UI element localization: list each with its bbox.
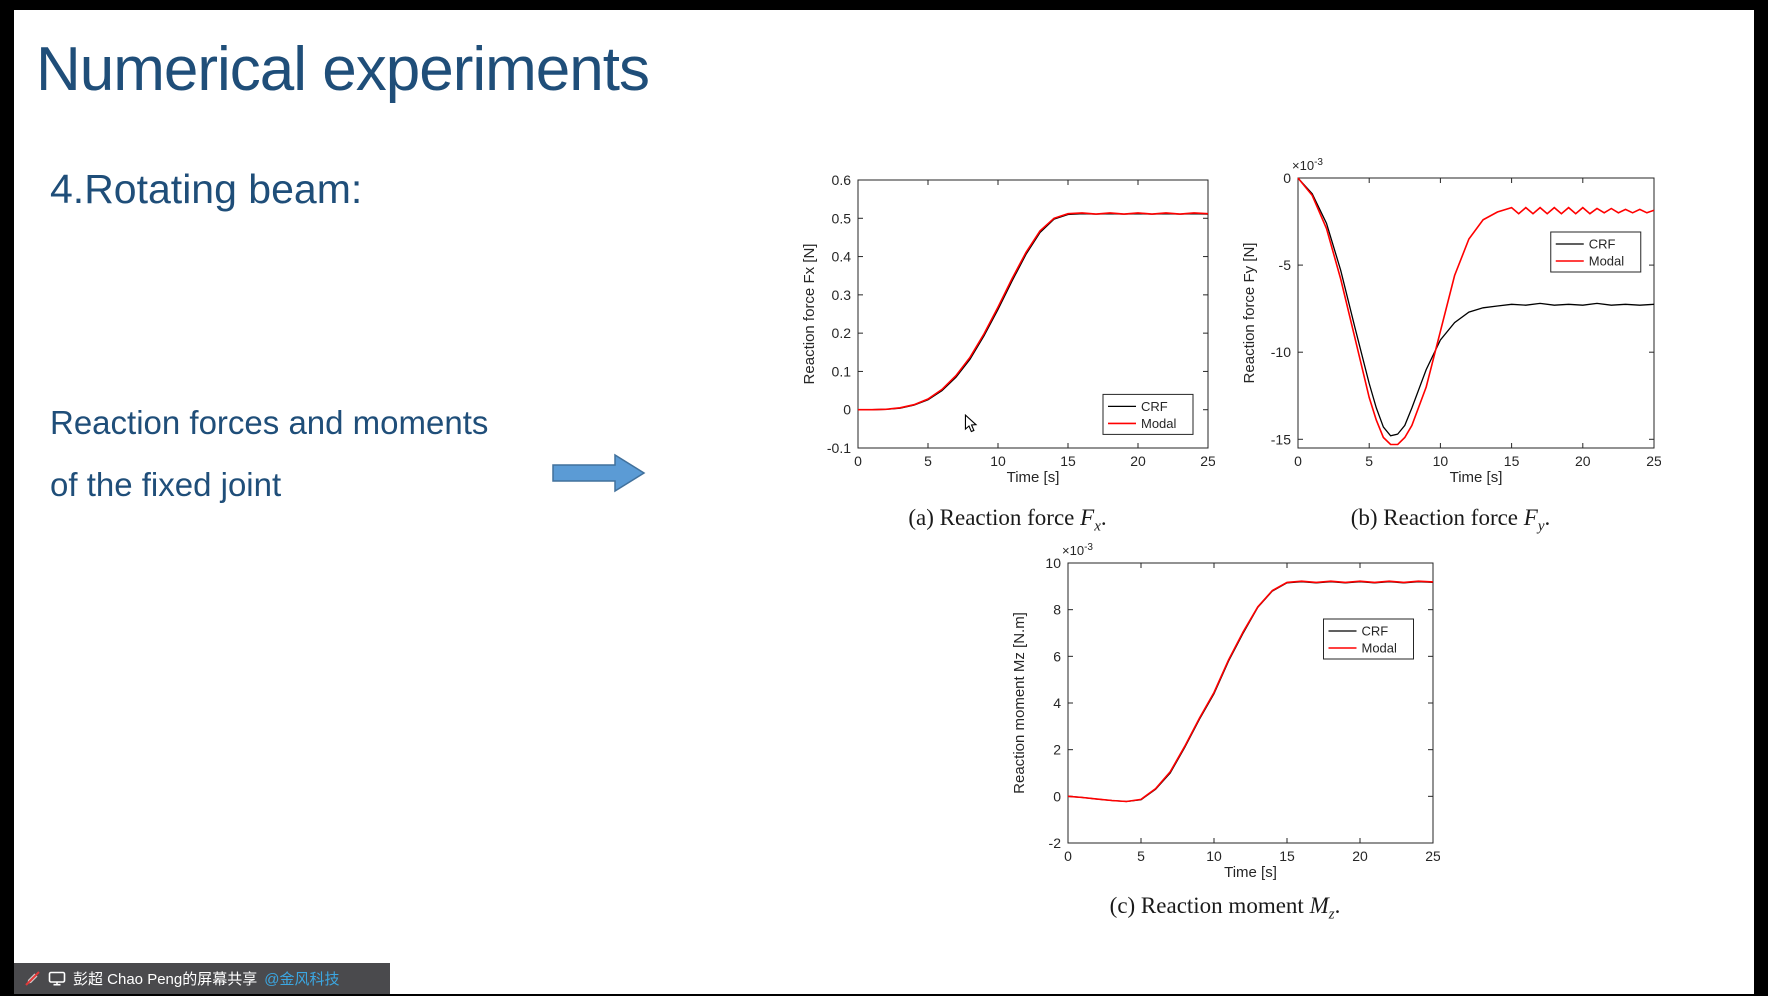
svg-text:10: 10 bbox=[1433, 453, 1449, 469]
svg-text:Reaction force Fx [N]: Reaction force Fx [N] bbox=[801, 244, 818, 385]
svg-text:-5: -5 bbox=[1279, 257, 1292, 273]
svg-text:15: 15 bbox=[1504, 453, 1520, 469]
svg-text:-0.1: -0.1 bbox=[827, 440, 851, 456]
svg-text:0.5: 0.5 bbox=[832, 210, 852, 226]
svg-text:10: 10 bbox=[1045, 555, 1061, 571]
svg-text:6: 6 bbox=[1053, 648, 1061, 664]
svg-text:15: 15 bbox=[1279, 848, 1295, 864]
svg-text:Reaction moment Mz [N.m]: Reaction moment Mz [N.m] bbox=[1011, 612, 1028, 794]
slide-body: Reaction forces and moments of the fixed… bbox=[50, 392, 488, 516]
svg-text:0: 0 bbox=[1064, 848, 1072, 864]
svg-text:15: 15 bbox=[1060, 453, 1076, 469]
svg-text:0: 0 bbox=[843, 402, 851, 418]
svg-text:0.1: 0.1 bbox=[832, 363, 852, 379]
annotation-disabled-icon bbox=[25, 971, 40, 986]
svg-text:5: 5 bbox=[1137, 848, 1145, 864]
right-arrow-icon bbox=[552, 453, 646, 493]
svg-text:5: 5 bbox=[924, 453, 932, 469]
svg-text:CRF: CRF bbox=[1141, 399, 1168, 414]
svg-text:0.6: 0.6 bbox=[832, 172, 852, 188]
share-status-text: 彭超 Chao Peng的屏幕共享 bbox=[73, 971, 258, 988]
frame-left bbox=[0, 0, 14, 996]
svg-text:×10-3: ×10-3 bbox=[1062, 542, 1093, 558]
svg-text:8: 8 bbox=[1053, 602, 1061, 618]
screen-share-icon bbox=[48, 971, 66, 986]
slide-subtitle: 4.Rotating beam: bbox=[50, 166, 363, 212]
svg-text:10: 10 bbox=[1206, 848, 1222, 864]
screen-share-bar[interactable]: 彭超 Chao Peng的屏幕共享 @金风科技 bbox=[14, 963, 390, 994]
svg-text:Time [s]: Time [s] bbox=[1007, 469, 1060, 486]
frame-bottom bbox=[0, 994, 1768, 996]
caption-fy: (b) Reaction force Fy. bbox=[1350, 505, 1551, 535]
svg-text:25: 25 bbox=[1425, 848, 1440, 864]
caption-fx: (a) Reaction force Fx. bbox=[908, 505, 1107, 535]
svg-text:Time [s]: Time [s] bbox=[1224, 864, 1277, 881]
right-arrow-shape bbox=[552, 453, 646, 493]
svg-text:CRF: CRF bbox=[1362, 624, 1389, 639]
mouse-cursor-icon bbox=[964, 414, 978, 433]
svg-text:0: 0 bbox=[1053, 788, 1061, 804]
svg-text:×10-3: ×10-3 bbox=[1292, 157, 1323, 173]
body-line-1: Reaction forces and moments bbox=[50, 404, 489, 441]
svg-text:0.4: 0.4 bbox=[832, 249, 852, 265]
chart-reaction-force-fx: 0 5 10 15 20 25 -0.1 0 0.1 0.2 0.3 0.4 0.5 0.6 Time [s… bbox=[800, 170, 1216, 490]
chart-reaction-force-fy: 0 5 10 15 20 25 0 -5 -10 -15 Time [s] Reaction forc… bbox=[1240, 150, 1662, 490]
frame-right bbox=[1754, 0, 1768, 996]
svg-text:-10: -10 bbox=[1271, 344, 1291, 360]
svg-text:Time [s]: Time [s] bbox=[1450, 469, 1503, 486]
slide-title: Numerical experiments bbox=[36, 35, 650, 104]
svg-text:2: 2 bbox=[1053, 742, 1061, 758]
share-mention-text: @金风科技 bbox=[264, 971, 340, 988]
svg-text:Modal: Modal bbox=[1589, 254, 1625, 269]
svg-text:0: 0 bbox=[1294, 453, 1302, 469]
svg-text:0.3: 0.3 bbox=[832, 287, 852, 303]
caption-mz: (c) Reaction moment Mz. bbox=[1109, 893, 1341, 923]
svg-text:0: 0 bbox=[854, 453, 862, 469]
svg-text:4: 4 bbox=[1053, 695, 1061, 711]
svg-text:20: 20 bbox=[1130, 453, 1146, 469]
svg-text:Modal: Modal bbox=[1141, 416, 1177, 431]
svg-text:25: 25 bbox=[1200, 453, 1215, 469]
body-line-2: of the fixed joint bbox=[50, 466, 282, 503]
svg-text:Reaction force Fy [N]: Reaction force Fy [N] bbox=[1241, 243, 1258, 384]
svg-text:25: 25 bbox=[1646, 453, 1661, 469]
frame-top bbox=[0, 0, 1768, 10]
svg-text:-15: -15 bbox=[1271, 431, 1291, 447]
svg-text:5: 5 bbox=[1365, 453, 1373, 469]
chart-reaction-moment-mz: 0 5 10 15 20 25 -2 0 2 4 6 8 10 Time [s] Reaction mome… bbox=[1010, 535, 1441, 885]
svg-text:Modal: Modal bbox=[1362, 641, 1398, 656]
svg-text:0.2: 0.2 bbox=[832, 325, 852, 341]
svg-text:10: 10 bbox=[990, 453, 1006, 469]
svg-text:20: 20 bbox=[1575, 453, 1591, 469]
svg-text:CRF: CRF bbox=[1589, 237, 1616, 252]
svg-text:0: 0 bbox=[1283, 170, 1291, 186]
svg-text:-2: -2 bbox=[1049, 835, 1062, 851]
svg-text:20: 20 bbox=[1352, 848, 1368, 864]
